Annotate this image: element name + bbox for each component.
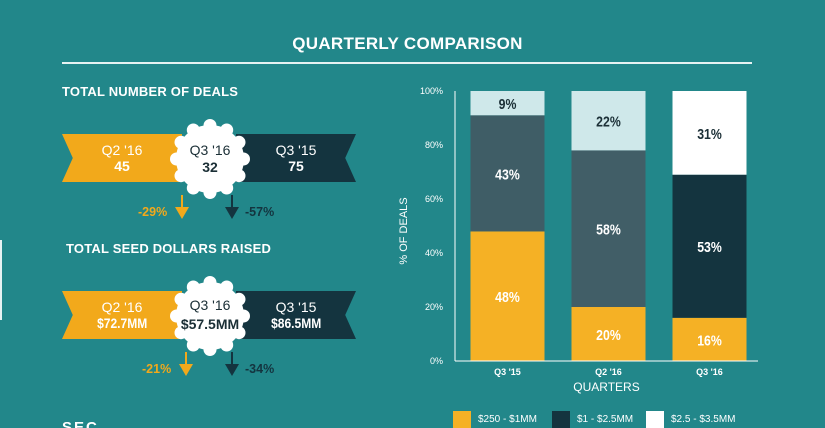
- legend-label: $2.5 - $3.5MM: [671, 414, 736, 425]
- deals-change-left: -29%: [138, 195, 193, 221]
- bar-data-label: 22%: [596, 114, 621, 130]
- bar-data-label: 16%: [697, 332, 722, 348]
- deals-change-left-value: -29%: [138, 205, 168, 219]
- y-tick-label: 20%: [425, 302, 443, 312]
- deals-q3-15-value: 75: [288, 158, 304, 174]
- bar-segment: [672, 317, 747, 361]
- bar-data-label: 43%: [495, 166, 520, 182]
- legend-swatch: [552, 411, 570, 428]
- bar-data-label: 20%: [596, 327, 621, 343]
- bar-segment: [571, 150, 646, 307]
- bar-segment: [470, 115, 545, 232]
- dollars-q2-16-ribbon: Q2 '16 $72.7MM: [62, 291, 182, 339]
- y-tick-label: 60%: [425, 194, 443, 204]
- dollars-change-right-value: -34%: [245, 362, 275, 376]
- legend-item: $250 - $1MM: [453, 411, 537, 428]
- x-tick-label: Q2 '16: [595, 367, 622, 377]
- dollars-q3-15-ribbon: Q3 '15 $86.5MM: [236, 291, 356, 339]
- deals-change-right-value: -57%: [245, 205, 275, 219]
- bar-segment: [470, 231, 545, 361]
- page-title: QUARTERLY COMPARISON: [292, 34, 523, 53]
- y-tick-label: 80%: [425, 140, 443, 150]
- bar-data-label: 31%: [697, 126, 722, 142]
- bar-segment: [571, 307, 646, 361]
- deals-q2-16-value: 45: [114, 158, 130, 174]
- deals-change-right: -57%: [223, 195, 275, 221]
- deals-q2-16-label: Q2 '16: [101, 141, 143, 158]
- legend-item: $2.5 - $3.5MM: [646, 411, 735, 428]
- y-tick-label: 100%: [420, 86, 443, 96]
- deals-heading: TOTAL NUMBER OF DEALS: [62, 84, 239, 99]
- x-axis-label: QUARTERS: [573, 380, 639, 394]
- legend-swatch: [646, 411, 664, 428]
- bar-data-label: 9%: [499, 96, 517, 112]
- next-section-heading-partial: SEC: [62, 421, 212, 428]
- scalloped-badge-icon: [170, 276, 250, 356]
- dollars-q2-16-value: $72.7MM: [96, 315, 148, 331]
- deals-q3-15-label: Q3 '15: [275, 141, 317, 158]
- dollars-q3-15-value: $86.5MM: [270, 315, 322, 331]
- dollars-q3-15-label: Q3 '15: [275, 298, 317, 315]
- bar-data-label: 53%: [697, 239, 722, 255]
- dollars-change-left-value: -21%: [142, 362, 172, 376]
- arrow-down-icon: [225, 352, 239, 376]
- dollars-q2-16-label: Q2 '16: [101, 298, 143, 315]
- arrow-down-icon: [175, 195, 190, 219]
- deals-q2-16-ribbon: Q2 '16 45: [62, 134, 182, 182]
- deals-q3-16-badge: Q3 '16 32: [169, 118, 251, 200]
- y-tick-label: 0%: [430, 356, 443, 366]
- arrow-down-icon: [225, 195, 239, 219]
- deals-q3-16-label: Q3 '16: [189, 142, 231, 158]
- dollars-q3-16-label: Q3 '16: [189, 297, 231, 313]
- dollars-change-right: -34%: [223, 352, 275, 378]
- deals-q3-15-ribbon: Q3 '15 75: [236, 134, 356, 182]
- bar-segment: [571, 91, 646, 151]
- x-tick-label: Q3 '15: [494, 367, 521, 377]
- bar-data-label: 58%: [596, 222, 621, 238]
- left-edge-bar: [0, 240, 2, 320]
- y-axis-label: % OF DEALS: [398, 197, 410, 264]
- title-divider: [62, 62, 752, 64]
- dollars-q3-16-badge: Q3 '16 $57.5MM: [169, 275, 251, 357]
- bar-data-label: 48%: [495, 289, 520, 305]
- legend-label: $1 - $2.5MM: [577, 414, 634, 425]
- bar-segment: [672, 174, 747, 318]
- legend-label: $250 - $1MM: [478, 414, 537, 425]
- y-tick-label: 40%: [425, 248, 443, 258]
- deal-size-chart: 48% 43% 9% 20% 58% 22% 16% 53% 31% 0% 20% 40% 60% 80…: [398, 86, 758, 394]
- dollars-change-left: -21%: [142, 352, 197, 378]
- arrow-down-icon: [179, 352, 194, 376]
- deals-q3-16-value: 32: [202, 159, 218, 175]
- dollars-heading: TOTAL SEED DOLLARS RAISED: [66, 241, 272, 256]
- bar-segment: [672, 91, 747, 175]
- dollars-q3-16-value: $57.5MM: [180, 316, 240, 332]
- legend-item: $1 - $2.5MM: [552, 411, 633, 428]
- x-tick-label: Q3 '16: [696, 367, 723, 377]
- legend-swatch: [453, 411, 471, 428]
- scalloped-badge-icon: [170, 119, 250, 199]
- bar-segment: [470, 91, 545, 116]
